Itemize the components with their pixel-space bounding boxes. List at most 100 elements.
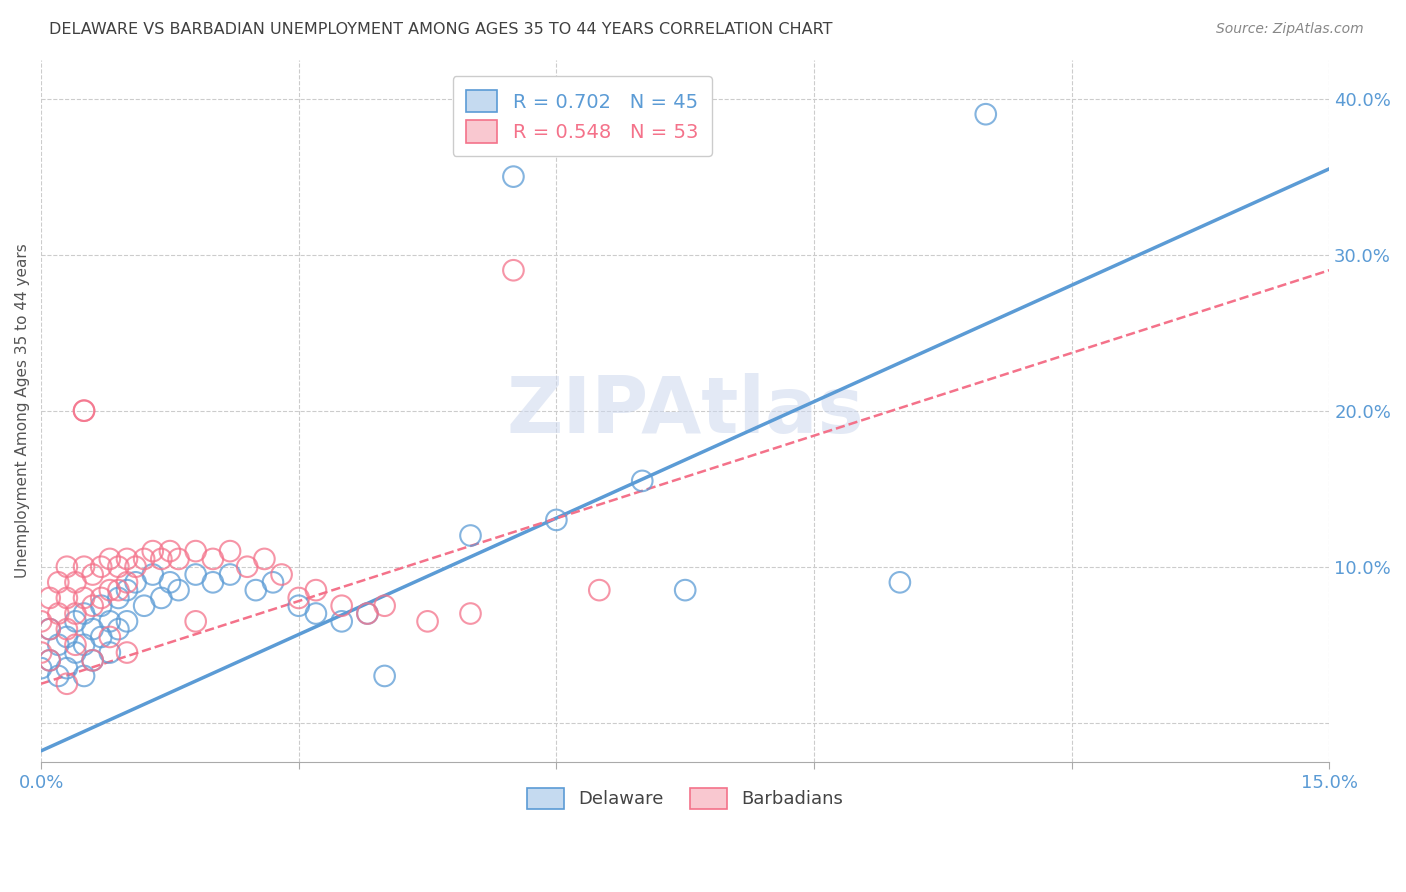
Point (98, 583, 121, 598)
Point (56, 591, 79, 605)
Point (330, 615, 353, 629)
Point (356, 607, 378, 621)
Point (974, 107, 997, 121)
Point (150, 552, 173, 566)
Point (46, 575, 69, 590)
Point (159, 544, 181, 558)
Point (889, 575, 911, 590)
Legend: Delaware, Barbadians: Delaware, Barbadians (520, 780, 851, 816)
Point (56, 661, 79, 675)
Point (98, 552, 121, 566)
Point (90, 599, 112, 613)
Text: ZIPAtlas: ZIPAtlas (506, 373, 865, 449)
Point (142, 544, 165, 558)
Point (219, 544, 242, 558)
Point (270, 567, 292, 582)
Point (416, 615, 439, 629)
Point (38, 622, 60, 636)
Point (65, 575, 87, 590)
Point (90, 591, 112, 605)
Point (107, 622, 129, 636)
Point (82, 599, 104, 613)
Point (38, 622, 60, 636)
Point (115, 615, 138, 629)
Point (46, 669, 69, 683)
Point (107, 591, 129, 605)
Point (287, 599, 309, 613)
Point (98, 630, 121, 644)
Point (460, 607, 482, 621)
Point (184, 544, 207, 558)
Point (82, 622, 104, 636)
Point (219, 567, 242, 582)
Point (142, 567, 165, 582)
Point (90, 630, 112, 644)
Text: DELAWARE VS BARBADIAN UNEMPLOYMENT AMONG AGES 35 TO 44 YEARS CORRELATION CHART: DELAWARE VS BARBADIAN UNEMPLOYMENT AMONG… (49, 22, 832, 37)
Point (167, 552, 190, 566)
Point (201, 575, 224, 590)
Point (184, 567, 207, 582)
Point (546, 513, 568, 527)
Point (56, 630, 79, 644)
Point (159, 575, 181, 590)
Point (305, 607, 328, 621)
Point (73, 607, 96, 621)
Point (330, 599, 353, 613)
Point (56, 559, 79, 574)
Point (30, 661, 52, 675)
Point (73, 559, 96, 574)
Point (374, 669, 396, 683)
Point (167, 583, 190, 598)
Point (30, 615, 52, 629)
Point (287, 591, 309, 605)
Y-axis label: Unemployment Among Ages 35 to 44 years: Unemployment Among Ages 35 to 44 years (15, 244, 30, 578)
Point (460, 528, 482, 542)
Point (588, 583, 610, 598)
Point (502, 263, 524, 277)
Point (356, 607, 378, 621)
Point (236, 559, 259, 574)
Point (245, 583, 267, 598)
Point (115, 646, 138, 660)
Point (30, 646, 52, 660)
Point (56, 677, 79, 691)
Point (73, 591, 96, 605)
Point (98, 615, 121, 629)
Point (65, 646, 87, 660)
Point (46, 607, 69, 621)
Point (124, 559, 146, 574)
Point (374, 599, 396, 613)
Point (38, 653, 60, 667)
Point (73, 403, 96, 417)
Point (82, 653, 104, 667)
Point (56, 622, 79, 636)
Point (124, 575, 146, 590)
Point (65, 615, 87, 629)
Point (38, 591, 60, 605)
Point (46, 638, 69, 652)
Point (262, 575, 284, 590)
Point (107, 559, 129, 574)
Point (631, 474, 654, 488)
Point (82, 653, 104, 667)
Point (115, 583, 138, 598)
Point (38, 653, 60, 667)
Point (73, 638, 96, 652)
Point (201, 552, 224, 566)
Point (73, 669, 96, 683)
Point (184, 615, 207, 629)
Point (150, 591, 173, 605)
Point (502, 169, 524, 184)
Point (253, 552, 276, 566)
Point (134, 599, 156, 613)
Point (107, 583, 129, 598)
Point (98, 646, 121, 660)
Point (134, 552, 156, 566)
Point (73, 403, 96, 417)
Point (65, 607, 87, 621)
Point (82, 567, 104, 582)
Point (305, 583, 328, 598)
Point (90, 559, 112, 574)
Point (65, 638, 87, 652)
Point (673, 583, 696, 598)
